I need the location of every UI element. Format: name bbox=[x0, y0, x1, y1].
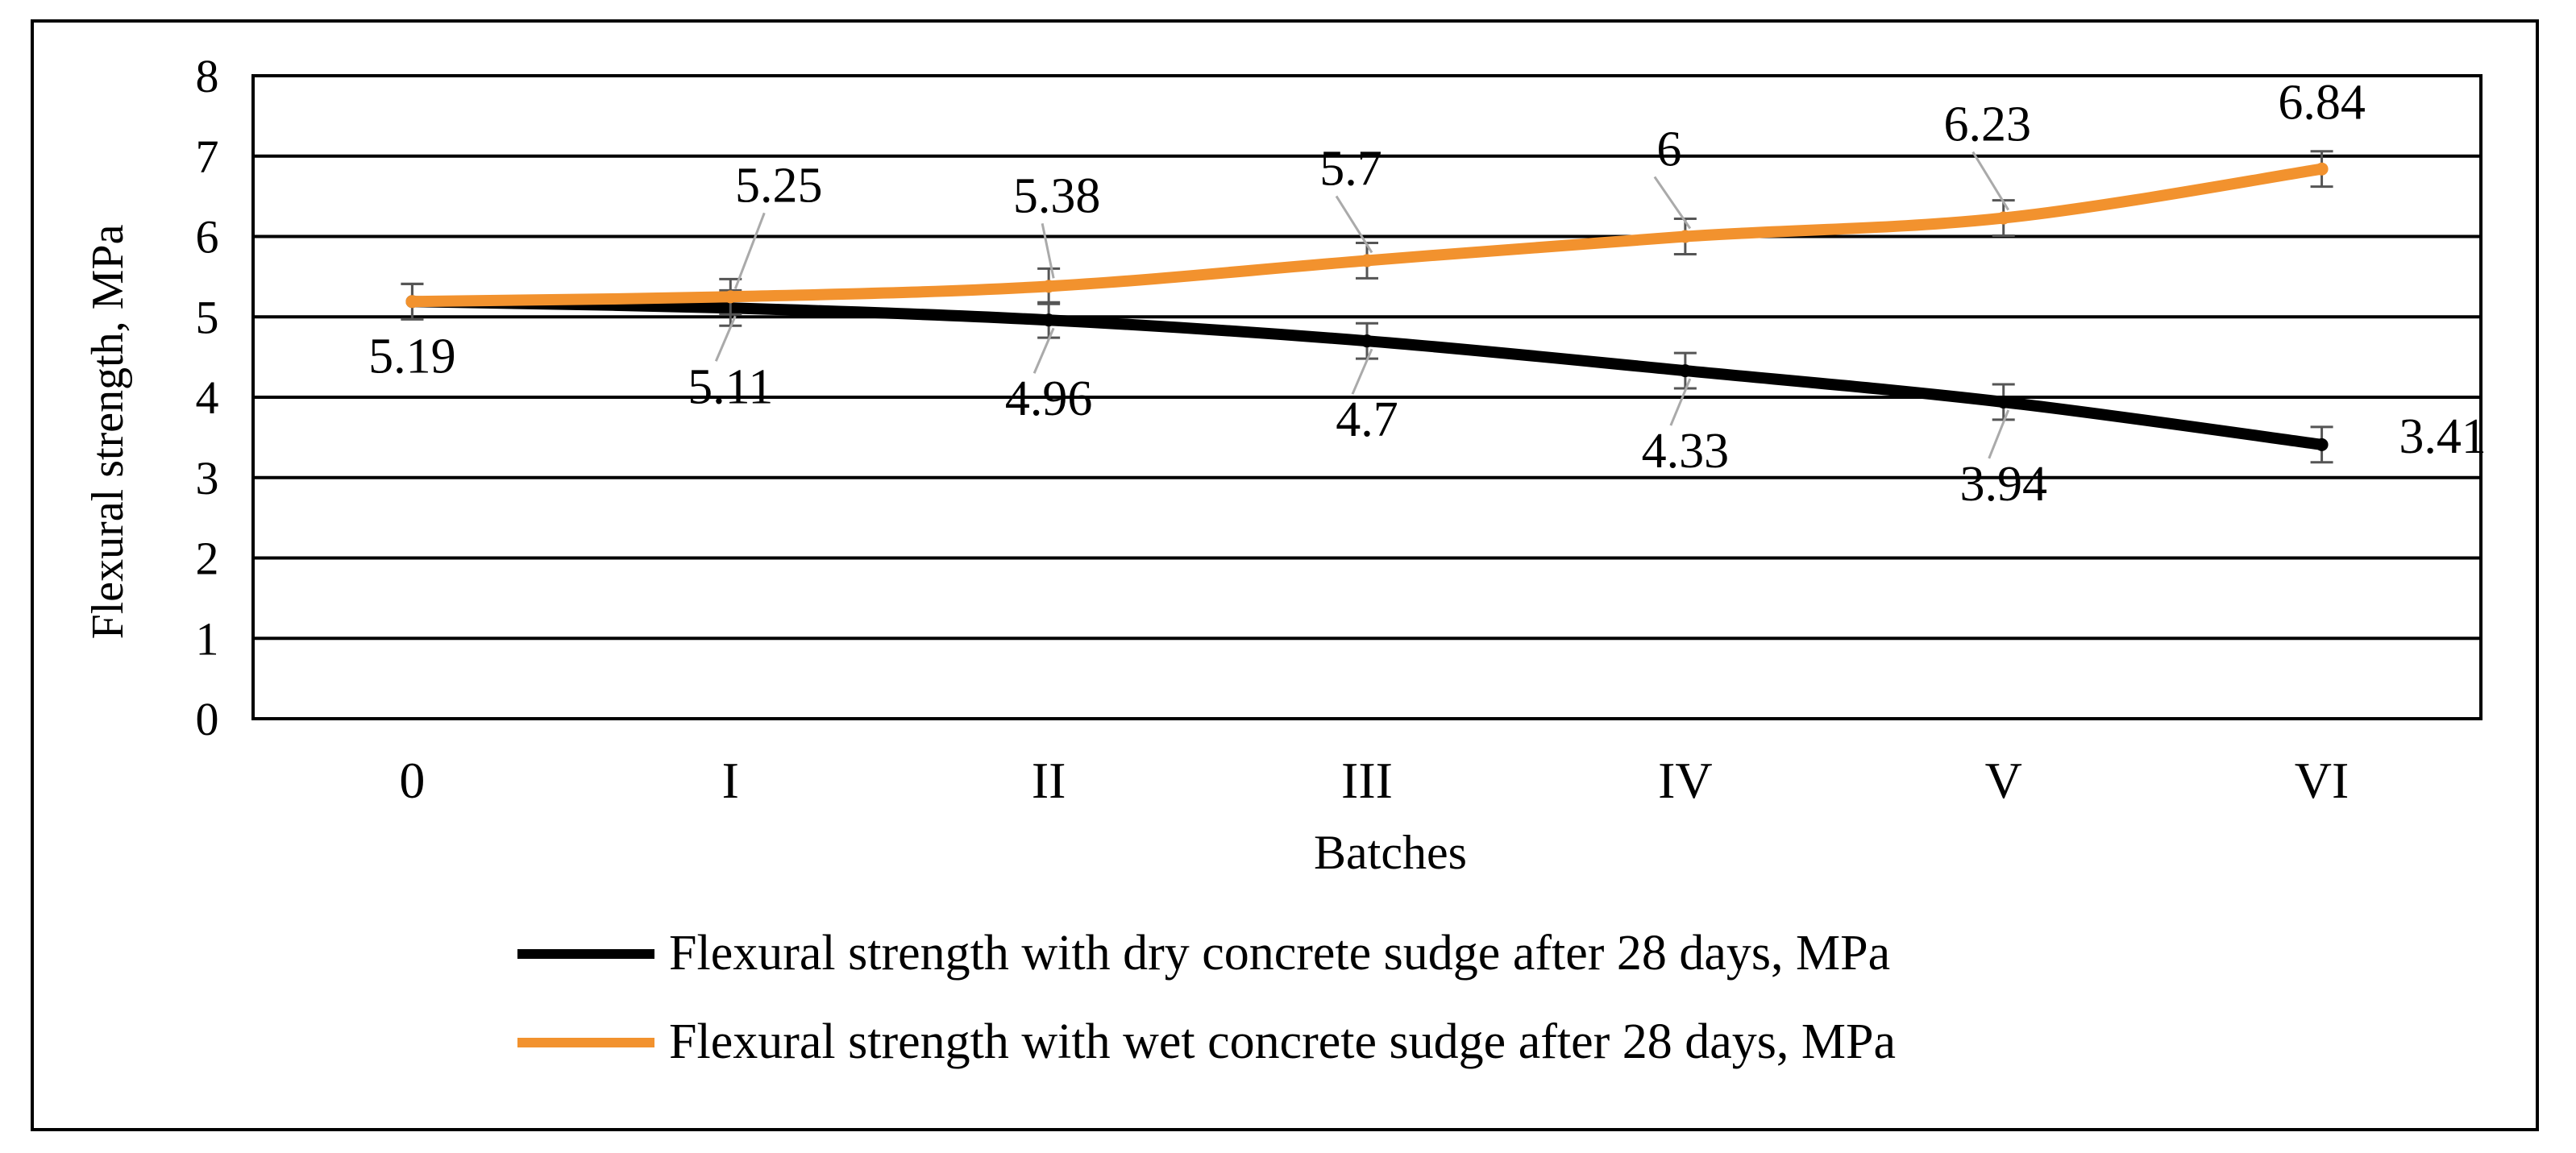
y-tick-label: 8 bbox=[196, 50, 219, 102]
data-point-wet bbox=[1042, 280, 1056, 293]
data-label-dry: 5.19 bbox=[368, 329, 456, 384]
leader-line-wet bbox=[1335, 195, 1373, 254]
x-tick-label: IV bbox=[1658, 752, 1713, 809]
data-label-dry: 3.94 bbox=[1959, 457, 2047, 512]
y-tick-label: 6 bbox=[196, 211, 219, 263]
y-tick-label: 7 bbox=[196, 131, 219, 183]
data-point-dry bbox=[2315, 438, 2329, 451]
leader-line-dry bbox=[714, 315, 737, 362]
x-tick-label: VI bbox=[2295, 752, 2350, 809]
data-label-dry: 5.11 bbox=[688, 359, 773, 414]
data-point-wet bbox=[405, 295, 419, 309]
y-tick-label: 0 bbox=[196, 693, 219, 745]
leader-line-dry bbox=[1988, 409, 2010, 459]
data-point-dry bbox=[1361, 334, 1373, 348]
legend-item-wet: Flexural strength with wet concrete sudg… bbox=[517, 1014, 1896, 1071]
data-label-wet: 5.7 bbox=[1319, 141, 1382, 196]
y-tick-label: 5 bbox=[196, 291, 219, 343]
y-axis-label: Flexural strength, MPa bbox=[83, 224, 133, 639]
data-point-wet bbox=[1361, 254, 1373, 268]
data-point-wet bbox=[1678, 230, 1692, 243]
y-tick-label: 3 bbox=[196, 452, 219, 504]
data-point-dry bbox=[1042, 313, 1056, 327]
data-label-wet: 5.25 bbox=[735, 158, 823, 213]
legend-swatch-dry bbox=[517, 948, 654, 959]
x-tick-label: I bbox=[722, 752, 739, 809]
y-tick-label: 1 bbox=[196, 612, 219, 665]
legend-swatch-wet bbox=[517, 1037, 654, 1047]
leader-line-wet bbox=[1653, 176, 1692, 230]
data-point-wet bbox=[2315, 162, 2329, 176]
data-point-wet bbox=[724, 290, 737, 304]
leader-line-dry bbox=[1669, 378, 1692, 426]
leader-line-wet bbox=[1041, 223, 1055, 279]
data-label-dry: 3.41 bbox=[2399, 409, 2487, 464]
data-label-wet: 6.84 bbox=[2278, 76, 2366, 131]
x-tick-label: III bbox=[1341, 752, 1393, 809]
data-label-dry: 4.96 bbox=[1005, 371, 1093, 426]
data-label-dry: 4.7 bbox=[1336, 392, 1398, 447]
leader-line-wet bbox=[1971, 151, 2009, 211]
x-tick-label: II bbox=[1032, 752, 1066, 809]
y-tick-label: 4 bbox=[196, 371, 219, 424]
leader-line-dry bbox=[1351, 348, 1373, 395]
data-point-dry bbox=[1996, 395, 2010, 409]
x-axis-label: Batches bbox=[1314, 826, 1467, 879]
leader-line-wet bbox=[733, 212, 766, 289]
data-label-wet: 6.23 bbox=[1943, 97, 2031, 152]
legend-label-dry: Flexural strength with dry concrete sudg… bbox=[669, 926, 1891, 981]
y-tick-label: 2 bbox=[196, 533, 219, 585]
data-label-wet: 5.38 bbox=[1013, 168, 1101, 223]
data-label-wet: 6 bbox=[1656, 122, 1681, 177]
leader-line-dry bbox=[1032, 327, 1055, 374]
x-tick-label: V bbox=[1985, 752, 2022, 809]
data-point-wet bbox=[1996, 211, 2010, 225]
data-label-dry: 4.33 bbox=[1642, 424, 1730, 479]
x-tick-label: 0 bbox=[399, 752, 425, 809]
legend-label-wet: Flexural strength with wet concrete sudg… bbox=[669, 1014, 1897, 1069]
data-point-dry bbox=[1678, 364, 1692, 378]
legend-item-dry: Flexural strength with dry concrete sudg… bbox=[517, 925, 1890, 982]
